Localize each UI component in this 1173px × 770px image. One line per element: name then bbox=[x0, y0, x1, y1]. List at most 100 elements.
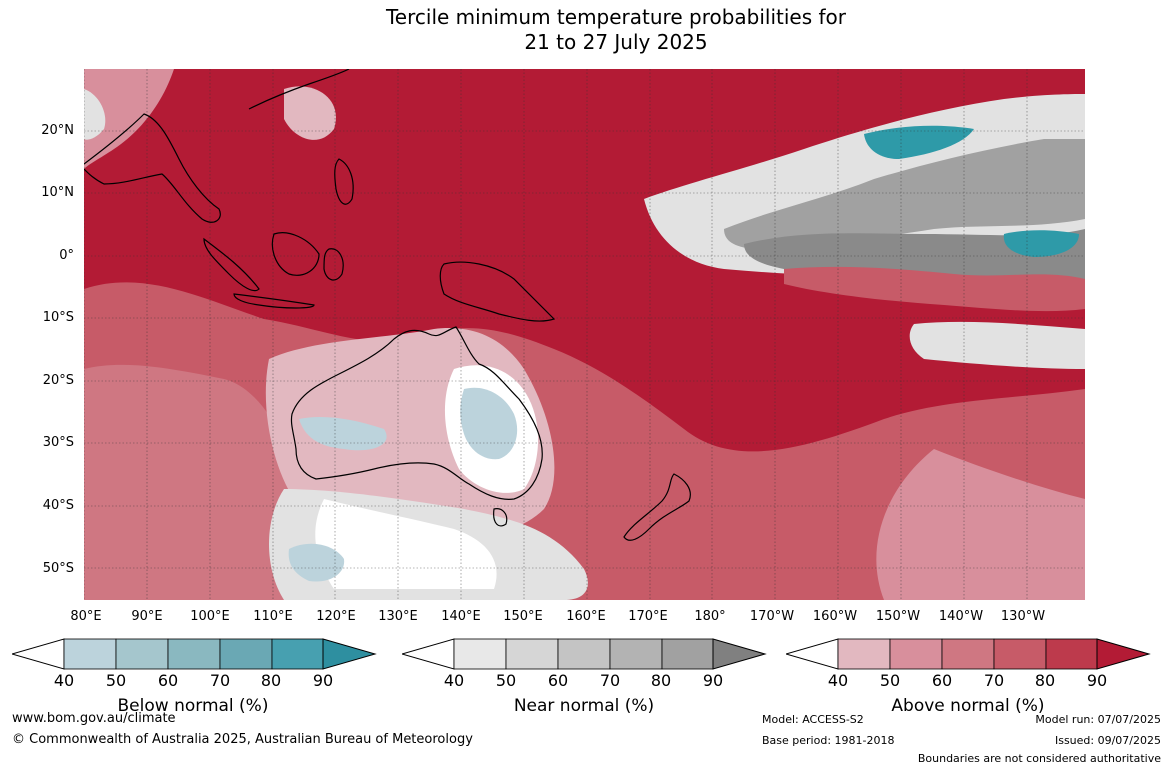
lon-label-100e: 100°E bbox=[190, 609, 230, 624]
cbar-above-swatch-60 bbox=[941, 638, 995, 670]
probability-map bbox=[84, 69, 1085, 600]
cbar-near-swatch-70 bbox=[609, 638, 663, 670]
lon-label-160w: 160°W bbox=[812, 609, 858, 624]
cbar-near-tick-90: 90 bbox=[702, 671, 724, 690]
above-mid-mainland-asia bbox=[84, 69, 174, 169]
java-coast bbox=[233, 293, 315, 309]
lon-label-180: 180° bbox=[694, 609, 726, 624]
near-south-pacific-band bbox=[909, 321, 1085, 369]
cbar-above-swatch-80 bbox=[1045, 638, 1098, 670]
lat-label-30s: 30°S bbox=[42, 435, 74, 450]
lat-label-10n: 10°N bbox=[41, 185, 74, 200]
lon-label-150e: 150°E bbox=[503, 609, 543, 624]
tasmania-coast bbox=[493, 508, 508, 527]
below-strong-north-pacific bbox=[864, 125, 974, 159]
cbar-near-tick-80: 80 bbox=[650, 671, 672, 690]
below-strong-equatorial-pacific bbox=[1003, 230, 1079, 257]
coastlines bbox=[84, 69, 691, 541]
disclaimer: Boundaries are not considered authoritat… bbox=[917, 752, 1161, 765]
cbar-near-swatch-80 bbox=[661, 638, 714, 670]
cbar-above-tick-80: 80 bbox=[1034, 671, 1056, 690]
lon-label-140e: 140°E bbox=[441, 609, 481, 624]
cbar-near-label: Near normal (%) bbox=[513, 696, 655, 716]
lon-label-130w: 130°W bbox=[1000, 609, 1046, 624]
cbar-below-tick-90: 90 bbox=[312, 671, 334, 690]
cbar-near-tick-60: 60 bbox=[547, 671, 569, 690]
model-name: Model: ACCESS-S2 bbox=[762, 713, 864, 726]
near-west-edge bbox=[84, 89, 106, 140]
cbar-below-tick-70: 70 bbox=[209, 671, 231, 690]
map-title: Tercile minimum temperature probabilitie… bbox=[0, 5, 1173, 55]
lon-label-160e: 160°E bbox=[566, 609, 606, 624]
philippines-coast bbox=[334, 158, 354, 205]
cbar-above-under bbox=[786, 638, 839, 670]
lon-label-80e: 80°E bbox=[70, 609, 102, 624]
lon-label-170w: 170°W bbox=[749, 609, 795, 624]
lat-label-50s: 50°S bbox=[42, 561, 74, 576]
cbar-near-swatch-40 bbox=[453, 638, 507, 670]
copyright: © Commonwealth of Australia 2025, Austra… bbox=[12, 732, 473, 747]
cbar-below-swatch-90 bbox=[322, 638, 377, 670]
lat-label-20n: 20°N bbox=[41, 123, 74, 138]
lon-label-120e: 120°E bbox=[316, 609, 356, 624]
lon-label-90e: 90°E bbox=[131, 609, 163, 624]
cbar-above-swatch-70 bbox=[993, 638, 1047, 670]
website-link[interactable]: www.bom.gov.au/climate bbox=[12, 711, 176, 726]
borneo-coast bbox=[271, 232, 320, 276]
cbar-above-swatch-90 bbox=[1096, 638, 1151, 670]
cbar-below-tick-60: 60 bbox=[157, 671, 179, 690]
cbar-near-swatch-90 bbox=[712, 638, 767, 670]
above-mid-southeast bbox=[876, 449, 1085, 600]
cbar-above-tick-70: 70 bbox=[983, 671, 1005, 690]
graticule bbox=[84, 69, 1085, 600]
cbar-above-tick-50: 50 bbox=[879, 671, 901, 690]
cbar-above-tick-60: 60 bbox=[931, 671, 953, 690]
sulawesi-coast bbox=[323, 248, 344, 281]
lat-label-10s: 10°S bbox=[42, 310, 74, 325]
cbar-above-swatch-40 bbox=[837, 638, 891, 670]
cbar-above-swatch-50 bbox=[889, 638, 943, 670]
model-run-date: Model run: 07/07/2025 bbox=[1035, 713, 1161, 726]
neutral-great-australian-bight bbox=[315, 499, 497, 589]
issued-date: Issued: 09/07/2025 bbox=[1054, 734, 1161, 747]
lon-label-130e: 130°E bbox=[378, 609, 418, 624]
cbar-below-tick-40: 40 bbox=[53, 671, 75, 690]
cbar-near-tick-40: 40 bbox=[443, 671, 465, 690]
above-light-south-china bbox=[284, 86, 336, 140]
sumatra-coast bbox=[203, 237, 260, 292]
map-canvas bbox=[84, 69, 1085, 600]
mainland-asia-coast bbox=[84, 113, 221, 223]
lon-label-140w: 140°W bbox=[938, 609, 984, 624]
cbar-below-label: Below normal (%) bbox=[117, 696, 269, 716]
colorbar-below-normal bbox=[12, 638, 377, 670]
lon-label-150w: 150°W bbox=[875, 609, 921, 624]
china-coast bbox=[248, 69, 350, 110]
base-period: Base period: 1981-2018 bbox=[762, 734, 895, 747]
cbar-below-swatch-40 bbox=[63, 638, 117, 670]
cbar-above-label: Above normal (%) bbox=[891, 696, 1045, 716]
cbar-near-under bbox=[402, 638, 455, 670]
new-guinea-coast bbox=[439, 261, 556, 322]
below-queensland bbox=[460, 387, 518, 460]
cbar-below-under bbox=[12, 638, 65, 670]
cbar-above-tick-40: 40 bbox=[827, 671, 849, 690]
lat-label-20s: 20°S bbox=[42, 373, 74, 388]
cbar-below-tick-50: 50 bbox=[105, 671, 127, 690]
below-southwest bbox=[288, 543, 345, 582]
australia-coast bbox=[290, 326, 543, 500]
lon-label-110e: 110°E bbox=[253, 609, 293, 624]
colorbar-near-normal bbox=[402, 638, 767, 670]
near-dark-band-north bbox=[724, 139, 1085, 249]
cbar-near-tick-70: 70 bbox=[599, 671, 621, 690]
cbar-below-tick-80: 80 bbox=[260, 671, 282, 690]
cbar-above-tick-90: 90 bbox=[1086, 671, 1108, 690]
cbar-below-swatch-50 bbox=[115, 638, 169, 670]
cbar-below-swatch-80 bbox=[271, 638, 324, 670]
title-line-1: Tercile minimum temperature probabilitie… bbox=[385, 5, 847, 29]
cbar-below-swatch-60 bbox=[167, 638, 221, 670]
cbar-near-tick-50: 50 bbox=[495, 671, 517, 690]
above-wedge-equator bbox=[784, 266, 1085, 312]
lon-label-170e: 170°E bbox=[628, 609, 668, 624]
cbar-near-swatch-50 bbox=[505, 638, 559, 670]
lat-label-40s: 40°S bbox=[42, 498, 74, 513]
